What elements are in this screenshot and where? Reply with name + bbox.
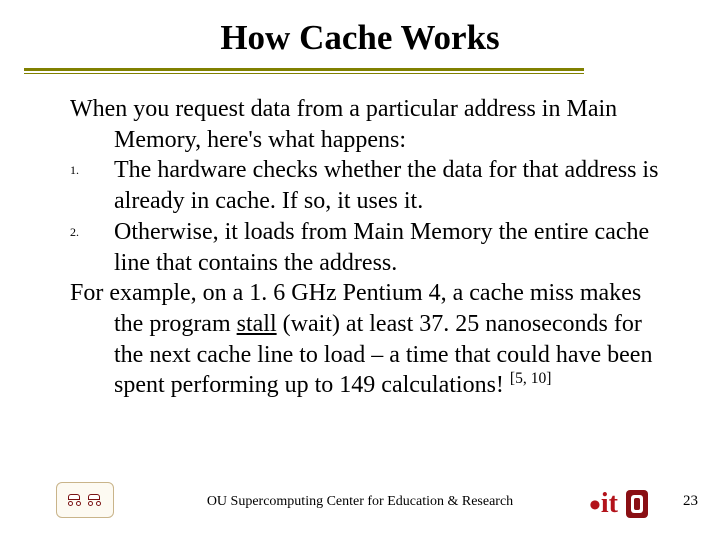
citation: [5, 10]	[510, 370, 552, 387]
it-logo: •it	[589, 488, 618, 520]
list-text: The hardware checks whether the data for…	[114, 155, 670, 216]
title-area: How Cache Works	[0, 18, 720, 58]
it-text: it	[601, 488, 618, 519]
footer: OU Supercomputing Center for Education &…	[0, 478, 720, 528]
footer-text: OU Supercomputing Center for Education &…	[207, 494, 513, 510]
ou-logo	[624, 488, 650, 520]
right-logos: •it	[589, 488, 650, 520]
page-number: 23	[683, 493, 698, 510]
list-number: 2.	[70, 217, 114, 278]
intro-line: When you request data from a particular …	[70, 94, 670, 155]
list-text: Otherwise, it loads from Main Memory the…	[114, 217, 670, 278]
title-underline-thin	[24, 73, 584, 74]
list-item: 2. Otherwise, it loads from Main Memory …	[70, 217, 670, 278]
slide: How Cache Works When you request data fr…	[0, 0, 720, 540]
slide-title: How Cache Works	[0, 18, 720, 58]
numbered-list: 1. The hardware checks whether the data …	[70, 155, 670, 278]
title-underline	[24, 68, 584, 71]
outro-text: For example, on a 1. 6 GHz Pentium 4, a …	[70, 278, 670, 401]
ou-icon	[624, 488, 650, 520]
outro-underlined: stall	[237, 311, 277, 337]
slide-body: When you request data from a particular …	[70, 94, 670, 401]
outro-line: For example, on a 1. 6 GHz Pentium 4, a …	[70, 278, 670, 401]
intro-text: When you request data from a particular …	[70, 94, 670, 155]
list-number: 1.	[70, 155, 114, 216]
list-item: 1. The hardware checks whether the data …	[70, 155, 670, 216]
